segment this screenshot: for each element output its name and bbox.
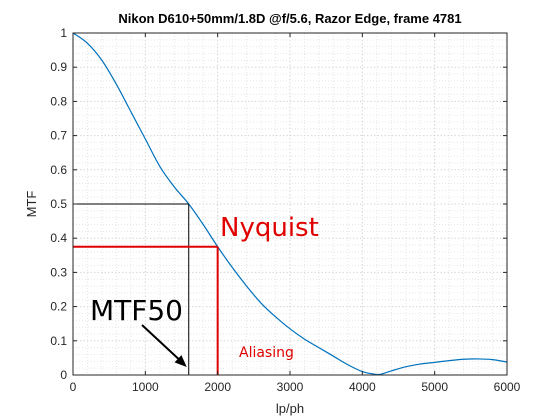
x-tick-label: 2000 bbox=[204, 380, 231, 394]
y-tick-label: 0.3 bbox=[50, 265, 67, 279]
mtf-curve bbox=[72, 32, 508, 376]
y-tick-label: 0.1 bbox=[50, 334, 67, 348]
x-tick-label: 1000 bbox=[132, 380, 159, 394]
x-tick-label: 3000 bbox=[277, 380, 304, 394]
y-tick-label: 0.8 bbox=[50, 94, 67, 108]
mtf50-arrow-shaft bbox=[141, 324, 182, 362]
y-tick-label: 0 bbox=[60, 368, 67, 382]
mtf50-arrow-head bbox=[174, 355, 187, 367]
nyquist-label: Nyquist bbox=[220, 213, 319, 243]
y-tick-label: 0.9 bbox=[50, 60, 67, 74]
marker-layer bbox=[73, 203, 219, 375]
mtf50-label: MTF50 bbox=[90, 294, 183, 327]
y-tick-label: 0.5 bbox=[50, 197, 67, 211]
x-tick-label: 4000 bbox=[349, 380, 376, 394]
y-tick-label: 0.7 bbox=[50, 129, 67, 143]
aliasing-label: Aliasing bbox=[239, 345, 294, 361]
chart-title: Nikon D610+50mm/1.8D @f/5.6, Razor Edge,… bbox=[118, 11, 461, 26]
y-tick-label: 0.2 bbox=[50, 300, 67, 314]
x-tick-label: 6000 bbox=[494, 380, 521, 394]
y-axis-label: MTF bbox=[24, 191, 39, 218]
series-layer bbox=[72, 32, 508, 376]
ticks: 0 1000 2000 3000 4000 5000 6000 0 0.1 0.2 0.3 0.4 0.… bbox=[50, 26, 520, 394]
x-axis-label: lp/ph bbox=[276, 401, 304, 416]
y-tick-label: 1 bbox=[60, 26, 67, 40]
x-tick-label: 0 bbox=[70, 380, 77, 394]
y-tick-label: 0.6 bbox=[50, 163, 67, 177]
y-tick-label: 0.4 bbox=[50, 231, 67, 245]
x-tick-label: 5000 bbox=[421, 380, 448, 394]
